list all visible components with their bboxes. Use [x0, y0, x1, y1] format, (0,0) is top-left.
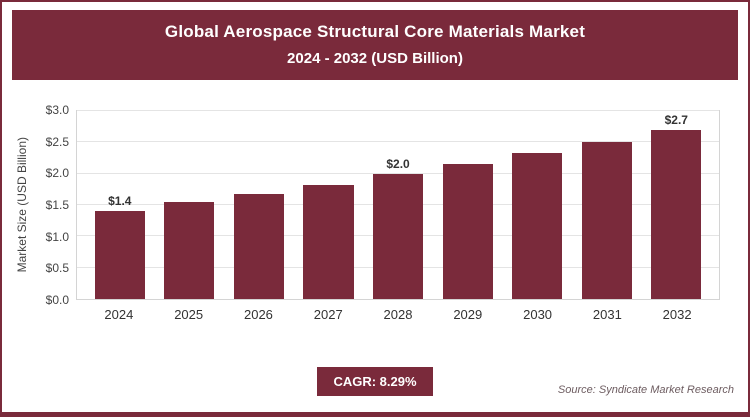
bar	[581, 141, 632, 299]
y-axis-title: Market Size (USD Billion)	[15, 137, 29, 273]
y-tick-label: $2.0	[45, 166, 69, 181]
plot-area: $1.4 $2.0 $2.7	[76, 110, 720, 300]
bar-column: $2.0	[363, 111, 433, 299]
bar-column	[433, 111, 503, 299]
bar	[651, 129, 702, 299]
bar-column	[502, 111, 572, 299]
chart-area: Market Size (USD Billion) $0.0 $0.5 $1.0 $1…	[12, 103, 720, 322]
y-tick-label: $1.5	[45, 198, 69, 212]
x-tick-label: 2029	[453, 307, 483, 322]
bar-column	[294, 111, 364, 299]
gridline	[77, 141, 719, 143]
bar-column	[155, 111, 225, 299]
x-tick-label: 2024	[104, 307, 134, 322]
x-tick-label: 2028	[383, 307, 413, 322]
x-tick-label: 2026	[243, 307, 273, 322]
y-tick-label: $1.0	[45, 229, 69, 244]
bar	[512, 153, 563, 299]
y-tick-label: $2.5	[45, 134, 69, 149]
x-tick-label: 2031	[592, 307, 622, 322]
bar	[164, 201, 215, 299]
x-tick-label: 2027	[313, 307, 343, 322]
cagr-badge: CAGR: 8.29%	[317, 367, 433, 396]
y-tick-label: $0.5	[45, 261, 69, 276]
chart-title-line2: 2024 - 2032 (USD Billion)	[287, 50, 463, 67]
bar	[372, 173, 424, 299]
chart-title-banner: Global Aerospace Structural Core Materia…	[12, 10, 738, 80]
gridline	[77, 110, 719, 111]
bar-value-label: $2.0	[386, 156, 410, 171]
x-axis-labels: 2024 2025 2026 2027 2028 2029 2030 2031 2032	[76, 307, 720, 322]
bar	[233, 193, 284, 299]
y-axis-title-container: Market Size (USD Billion)	[12, 110, 32, 300]
bar-column: $2.7	[642, 111, 712, 299]
source-text: Source: Syndicate Market Research	[557, 384, 734, 396]
plot-container: $1.4 $2.0 $2.7 2024 2025 2026 2027 2028 2029 203…	[76, 110, 720, 322]
y-tick-label: $0.0	[45, 293, 69, 307]
bar-column	[224, 111, 294, 299]
bars-row: $1.4 $2.0 $2.7	[77, 111, 719, 299]
footer: CAGR: 8.29% Source: Syndicate Market Res…	[2, 367, 748, 396]
gridline	[77, 172, 719, 174]
y-axis-ticks: $0.0 $0.5 $1.0 $1.5 $2.0 $2.5 $3.0	[32, 103, 76, 307]
chart-title-line1: Global Aerospace Structural Core Materia…	[164, 22, 586, 41]
y-tick-label: $3.0	[45, 103, 69, 117]
x-tick-label: 2032	[662, 307, 692, 322]
bar	[94, 211, 145, 299]
bar-column: $1.4	[85, 111, 155, 299]
bar	[442, 164, 493, 299]
bar-value-label: $2.7	[664, 112, 688, 127]
x-tick-label: 2030	[523, 307, 553, 322]
bar-value-label: $1.4	[108, 194, 132, 209]
bar-column	[572, 111, 642, 299]
x-tick-label: 2025	[174, 307, 204, 322]
bar	[303, 184, 354, 299]
